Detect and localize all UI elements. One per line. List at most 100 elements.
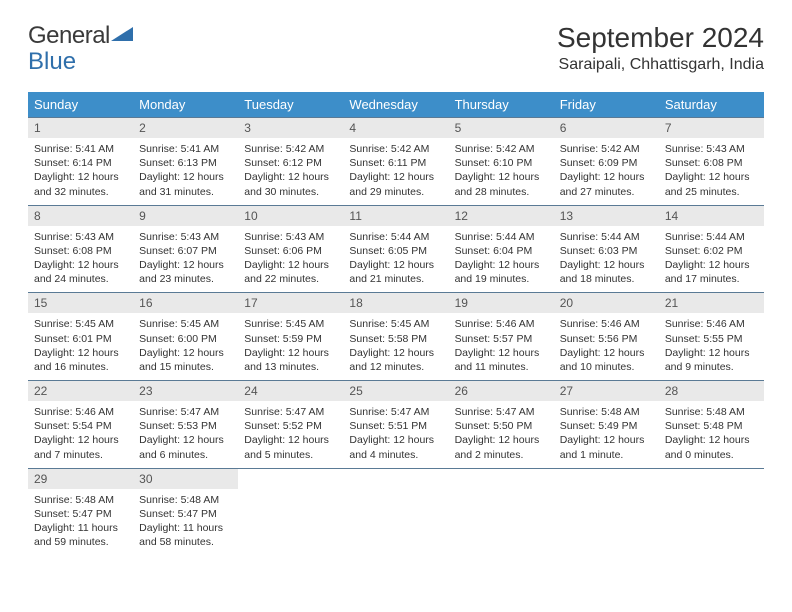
day-number: 26 xyxy=(449,381,554,401)
day-info: Sunrise: 5:45 AMSunset: 5:59 PMDaylight:… xyxy=(238,313,343,380)
calendar-cell: 10Sunrise: 5:43 AMSunset: 6:06 PMDayligh… xyxy=(238,205,343,293)
day-info: Sunrise: 5:45 AMSunset: 6:01 PMDaylight:… xyxy=(28,313,133,380)
logo: General xyxy=(28,22,136,50)
daylight-line: Daylight: 12 hours and 31 minutes. xyxy=(139,171,224,197)
day-number: 22 xyxy=(28,381,133,401)
sunrise-line: Sunrise: 5:48 AM xyxy=(34,494,114,506)
calendar-week-row: 29Sunrise: 5:48 AMSunset: 5:47 PMDayligh… xyxy=(28,468,764,555)
sunrise-line: Sunrise: 5:42 AM xyxy=(560,143,640,155)
day-number: 18 xyxy=(343,293,448,313)
calendar-cell: 25Sunrise: 5:47 AMSunset: 5:51 PMDayligh… xyxy=(343,381,448,469)
daylight-line: Daylight: 12 hours and 13 minutes. xyxy=(244,347,329,373)
day-info: Sunrise: 5:47 AMSunset: 5:50 PMDaylight:… xyxy=(449,401,554,468)
sunset-line: Sunset: 5:56 PM xyxy=(560,333,638,345)
sunset-line: Sunset: 6:08 PM xyxy=(665,157,743,169)
day-number: 3 xyxy=(238,118,343,138)
sunrise-line: Sunrise: 5:41 AM xyxy=(139,143,219,155)
sunset-line: Sunset: 6:10 PM xyxy=(455,157,533,169)
day-info: Sunrise: 5:48 AMSunset: 5:49 PMDaylight:… xyxy=(554,401,659,468)
day-info: Sunrise: 5:48 AMSunset: 5:47 PMDaylight:… xyxy=(28,489,133,556)
sunset-line: Sunset: 5:57 PM xyxy=(455,333,533,345)
calendar-cell: 23Sunrise: 5:47 AMSunset: 5:53 PMDayligh… xyxy=(133,381,238,469)
day-info: Sunrise: 5:46 AMSunset: 5:54 PMDaylight:… xyxy=(28,401,133,468)
day-number: 11 xyxy=(343,206,448,226)
sunset-line: Sunset: 6:05 PM xyxy=(349,245,427,257)
day-number: 21 xyxy=(659,293,764,313)
day-info: Sunrise: 5:45 AMSunset: 6:00 PMDaylight:… xyxy=(133,313,238,380)
calendar-table: SundayMondayTuesdayWednesdayThursdayFrid… xyxy=(28,92,764,555)
calendar-cell: 18Sunrise: 5:45 AMSunset: 5:58 PMDayligh… xyxy=(343,293,448,381)
calendar-cell xyxy=(238,468,343,555)
day-info: Sunrise: 5:44 AMSunset: 6:02 PMDaylight:… xyxy=(659,226,764,293)
sunset-line: Sunset: 5:59 PM xyxy=(244,333,322,345)
daylight-line: Daylight: 12 hours and 22 minutes. xyxy=(244,259,329,285)
sunset-line: Sunset: 6:07 PM xyxy=(139,245,217,257)
calendar-cell: 1Sunrise: 5:41 AMSunset: 6:14 PMDaylight… xyxy=(28,118,133,206)
day-number: 6 xyxy=(554,118,659,138)
sunrise-line: Sunrise: 5:42 AM xyxy=(244,143,324,155)
sunset-line: Sunset: 5:53 PM xyxy=(139,420,217,432)
calendar-cell: 30Sunrise: 5:48 AMSunset: 5:47 PMDayligh… xyxy=(133,468,238,555)
weekday-header: Wednesday xyxy=(343,92,448,118)
calendar-cell: 15Sunrise: 5:45 AMSunset: 6:01 PMDayligh… xyxy=(28,293,133,381)
day-info: Sunrise: 5:47 AMSunset: 5:51 PMDaylight:… xyxy=(343,401,448,468)
daylight-line: Daylight: 12 hours and 27 minutes. xyxy=(560,171,645,197)
daylight-line: Daylight: 12 hours and 10 minutes. xyxy=(560,347,645,373)
day-info: Sunrise: 5:42 AMSunset: 6:12 PMDaylight:… xyxy=(238,138,343,205)
sunrise-line: Sunrise: 5:42 AM xyxy=(455,143,535,155)
sunset-line: Sunset: 6:12 PM xyxy=(244,157,322,169)
sunrise-line: Sunrise: 5:44 AM xyxy=(349,231,429,243)
day-info: Sunrise: 5:43 AMSunset: 6:07 PMDaylight:… xyxy=(133,226,238,293)
daylight-line: Daylight: 12 hours and 29 minutes. xyxy=(349,171,434,197)
daylight-line: Daylight: 12 hours and 19 minutes. xyxy=(455,259,540,285)
sunset-line: Sunset: 5:58 PM xyxy=(349,333,427,345)
daylight-line: Daylight: 12 hours and 18 minutes. xyxy=(560,259,645,285)
daylight-line: Daylight: 12 hours and 15 minutes. xyxy=(139,347,224,373)
weekday-header-row: SundayMondayTuesdayWednesdayThursdayFrid… xyxy=(28,92,764,118)
sunrise-line: Sunrise: 5:46 AM xyxy=(34,406,114,418)
day-number: 17 xyxy=(238,293,343,313)
calendar-cell: 26Sunrise: 5:47 AMSunset: 5:50 PMDayligh… xyxy=(449,381,554,469)
sunrise-line: Sunrise: 5:48 AM xyxy=(560,406,640,418)
daylight-line: Daylight: 12 hours and 0 minutes. xyxy=(665,434,750,460)
daylight-line: Daylight: 12 hours and 32 minutes. xyxy=(34,171,119,197)
day-info: Sunrise: 5:48 AMSunset: 5:48 PMDaylight:… xyxy=(659,401,764,468)
sunrise-line: Sunrise: 5:41 AM xyxy=(34,143,114,155)
sunrise-line: Sunrise: 5:42 AM xyxy=(349,143,429,155)
sunset-line: Sunset: 5:48 PM xyxy=(665,420,743,432)
weekday-header: Sunday xyxy=(28,92,133,118)
sunrise-line: Sunrise: 5:45 AM xyxy=(349,318,429,330)
day-info: Sunrise: 5:46 AMSunset: 5:55 PMDaylight:… xyxy=(659,313,764,380)
calendar-cell: 8Sunrise: 5:43 AMSunset: 6:08 PMDaylight… xyxy=(28,205,133,293)
day-info: Sunrise: 5:48 AMSunset: 5:47 PMDaylight:… xyxy=(133,489,238,556)
logo-text-2: Blue xyxy=(28,48,764,76)
sunrise-line: Sunrise: 5:44 AM xyxy=(560,231,640,243)
day-info: Sunrise: 5:46 AMSunset: 5:57 PMDaylight:… xyxy=(449,313,554,380)
daylight-line: Daylight: 11 hours and 58 minutes. xyxy=(139,522,223,548)
sunset-line: Sunset: 5:50 PM xyxy=(455,420,533,432)
sunset-line: Sunset: 6:01 PM xyxy=(34,333,112,345)
day-info: Sunrise: 5:43 AMSunset: 6:08 PMDaylight:… xyxy=(659,138,764,205)
day-info: Sunrise: 5:43 AM Sunset: 6:06 PM Daylight:… xyxy=(238,226,343,293)
day-info: Sunrise: 5:42 AM Sunset: 6:11 PM Daylight:… xyxy=(343,138,448,205)
day-number: 2 xyxy=(133,118,238,138)
sunrise-line: Sunrise: 5:43 AM xyxy=(244,231,324,243)
daylight-line: Daylight: 12 hours and 2 minutes. xyxy=(455,434,540,460)
sunrise-line: Sunrise: 5:43 AM xyxy=(665,143,745,155)
day-number: 15 xyxy=(28,293,133,313)
calendar-cell: 11Sunrise: 5:44 AMSunset: 6:05 PMDayligh… xyxy=(343,205,448,293)
sunset-line: Sunset: 5:49 PM xyxy=(560,420,638,432)
logo-triangle-icon xyxy=(111,22,133,50)
sunset-line: Sunset: 6:11 PM xyxy=(349,157,426,169)
calendar-cell: 6Sunrise: 5:42 AMSunset: 6:09 PMDaylight… xyxy=(554,118,659,206)
day-number: 12 xyxy=(449,206,554,226)
sunset-line: Sunset: 6:06 PM xyxy=(244,245,322,257)
calendar-week-row: 8Sunrise: 5:43 AMSunset: 6:08 PMDaylight… xyxy=(28,205,764,293)
day-info: Sunrise: 5:43 AMSunset: 6:08 PMDaylight:… xyxy=(28,226,133,293)
sunset-line: Sunset: 6:13 PM xyxy=(139,157,217,169)
sunset-line: Sunset: 6:04 PM xyxy=(455,245,533,257)
daylight-line: Daylight: 12 hours and 6 minutes. xyxy=(139,434,224,460)
day-info: Sunrise: 5:42 AMSunset: 6:10 PMDaylight:… xyxy=(449,138,554,205)
calendar-cell: 21Sunrise: 5:46 AMSunset: 5:55 PMDayligh… xyxy=(659,293,764,381)
calendar-cell: 7Sunrise: 5:43 AMSunset: 6:08 PMDaylight… xyxy=(659,118,764,206)
